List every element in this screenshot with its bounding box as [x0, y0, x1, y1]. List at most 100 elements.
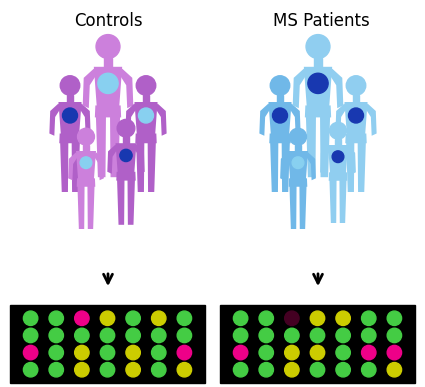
PathPatch shape — [305, 105, 331, 117]
PathPatch shape — [335, 103, 347, 136]
PathPatch shape — [289, 185, 297, 229]
Circle shape — [308, 73, 328, 94]
Circle shape — [75, 345, 89, 360]
Circle shape — [75, 328, 89, 342]
Circle shape — [136, 76, 156, 95]
PathPatch shape — [117, 178, 125, 225]
Circle shape — [49, 311, 63, 325]
PathPatch shape — [280, 152, 290, 180]
Circle shape — [387, 345, 402, 360]
Circle shape — [306, 34, 330, 58]
FancyBboxPatch shape — [104, 58, 112, 67]
PathPatch shape — [306, 115, 316, 177]
Circle shape — [75, 363, 89, 377]
Circle shape — [177, 345, 192, 360]
Circle shape — [387, 363, 402, 377]
PathPatch shape — [329, 179, 337, 223]
Circle shape — [152, 311, 166, 325]
PathPatch shape — [107, 145, 118, 174]
FancyBboxPatch shape — [83, 144, 89, 151]
Circle shape — [362, 328, 376, 342]
Circle shape — [387, 311, 402, 325]
PathPatch shape — [72, 141, 80, 192]
Circle shape — [259, 311, 273, 325]
FancyBboxPatch shape — [143, 94, 149, 102]
PathPatch shape — [76, 151, 96, 180]
Circle shape — [310, 311, 325, 325]
Circle shape — [96, 34, 120, 58]
PathPatch shape — [49, 103, 61, 136]
Circle shape — [233, 363, 248, 377]
Circle shape — [152, 345, 166, 360]
Circle shape — [233, 311, 248, 325]
Text: MS Patients: MS Patients — [272, 12, 369, 30]
PathPatch shape — [293, 68, 307, 108]
Circle shape — [387, 328, 402, 342]
Circle shape — [80, 157, 92, 169]
Circle shape — [332, 151, 344, 163]
Circle shape — [126, 363, 140, 377]
Circle shape — [126, 311, 140, 325]
Circle shape — [100, 363, 115, 377]
Circle shape — [177, 363, 192, 377]
Circle shape — [272, 108, 287, 123]
FancyBboxPatch shape — [353, 94, 359, 102]
Circle shape — [285, 311, 299, 325]
PathPatch shape — [270, 141, 278, 192]
Circle shape — [336, 328, 350, 342]
Circle shape — [233, 328, 248, 342]
Circle shape — [329, 122, 346, 139]
PathPatch shape — [77, 185, 85, 229]
Circle shape — [362, 345, 376, 360]
Circle shape — [259, 328, 273, 342]
PathPatch shape — [328, 145, 348, 174]
PathPatch shape — [136, 141, 144, 192]
Circle shape — [126, 345, 140, 360]
PathPatch shape — [147, 141, 156, 192]
Circle shape — [346, 76, 366, 95]
Circle shape — [98, 73, 118, 94]
PathPatch shape — [345, 134, 367, 143]
Circle shape — [259, 363, 273, 377]
PathPatch shape — [365, 103, 377, 136]
FancyBboxPatch shape — [123, 136, 129, 143]
PathPatch shape — [289, 178, 307, 187]
Circle shape — [120, 149, 132, 161]
FancyBboxPatch shape — [277, 94, 283, 102]
Circle shape — [310, 363, 325, 377]
Circle shape — [23, 363, 38, 377]
PathPatch shape — [329, 68, 343, 108]
PathPatch shape — [269, 134, 291, 143]
Circle shape — [259, 345, 273, 360]
Circle shape — [62, 108, 77, 123]
Circle shape — [23, 328, 38, 342]
Circle shape — [152, 363, 166, 377]
PathPatch shape — [269, 102, 292, 136]
PathPatch shape — [134, 102, 158, 136]
PathPatch shape — [346, 141, 354, 192]
Circle shape — [126, 328, 140, 342]
PathPatch shape — [116, 143, 136, 174]
PathPatch shape — [344, 102, 368, 136]
Circle shape — [285, 328, 299, 342]
Circle shape — [270, 76, 290, 95]
Circle shape — [336, 363, 350, 377]
Circle shape — [100, 328, 115, 342]
Circle shape — [233, 345, 248, 360]
Circle shape — [177, 328, 192, 342]
PathPatch shape — [289, 103, 300, 136]
PathPatch shape — [340, 179, 346, 223]
Circle shape — [49, 345, 63, 360]
FancyBboxPatch shape — [67, 94, 73, 102]
Circle shape — [285, 363, 299, 377]
PathPatch shape — [346, 146, 356, 174]
Circle shape — [292, 157, 304, 169]
PathPatch shape — [134, 145, 145, 174]
Circle shape — [23, 311, 38, 325]
PathPatch shape — [116, 172, 136, 181]
PathPatch shape — [76, 178, 95, 187]
Circle shape — [117, 120, 135, 137]
PathPatch shape — [306, 152, 316, 180]
PathPatch shape — [300, 185, 306, 229]
Text: Controls: Controls — [74, 12, 142, 30]
